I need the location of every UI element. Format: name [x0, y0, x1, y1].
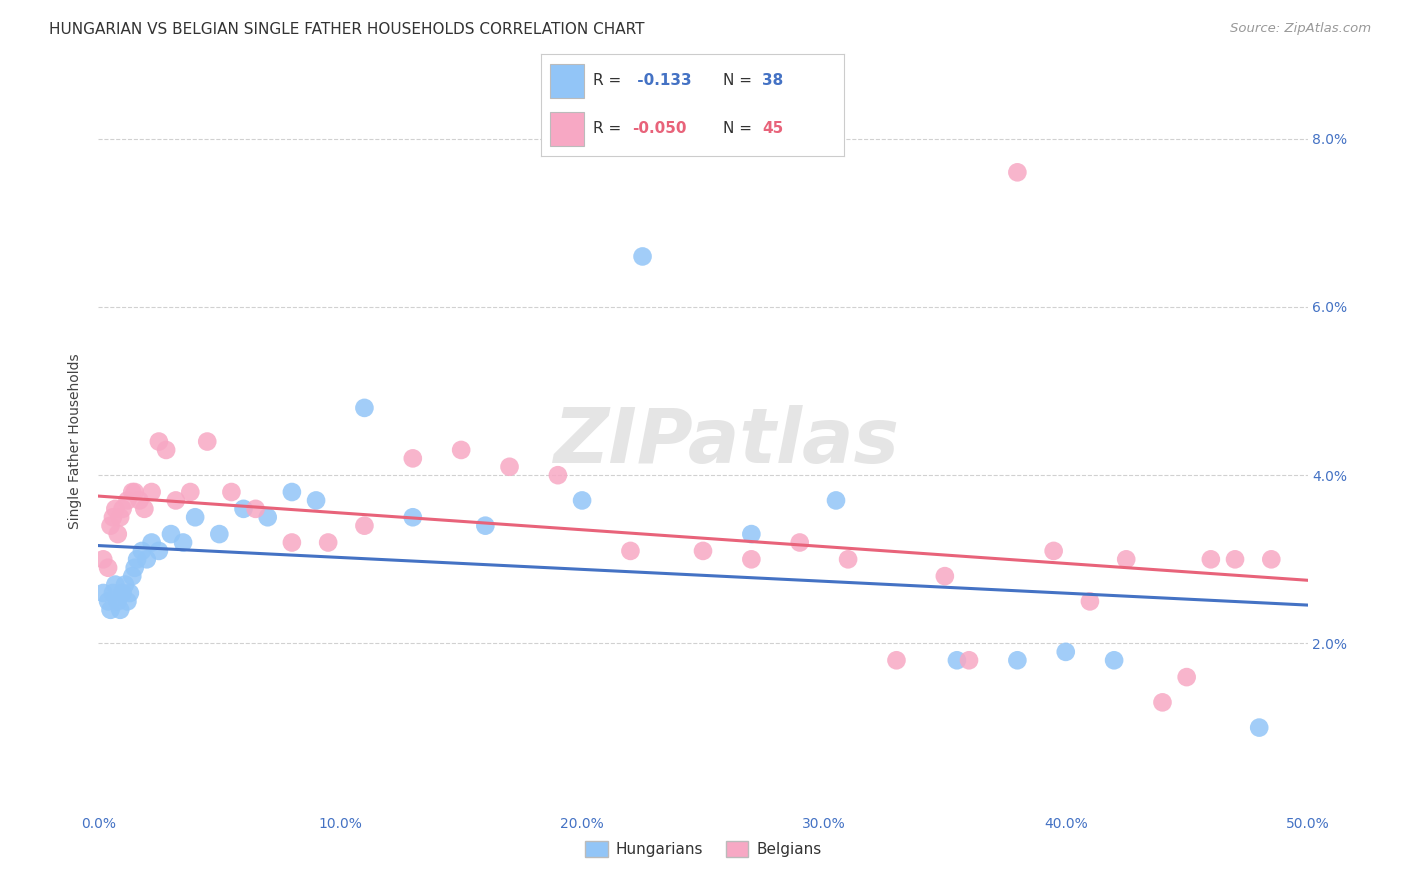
- Point: [402, 510, 425, 524]
- Point: [1115, 552, 1137, 566]
- Point: [316, 535, 339, 549]
- Point: [886, 653, 908, 667]
- Point: [825, 493, 848, 508]
- Point: [353, 401, 375, 415]
- Point: [957, 653, 980, 667]
- Text: R =: R =: [593, 121, 621, 136]
- Point: [104, 577, 127, 591]
- Point: [128, 493, 150, 508]
- Point: [547, 468, 569, 483]
- Point: [97, 560, 120, 574]
- Point: [91, 586, 114, 600]
- Point: [305, 493, 328, 508]
- Point: [837, 552, 859, 566]
- Point: [121, 569, 143, 583]
- Point: [111, 586, 134, 600]
- Legend: Hungarians, Belgians: Hungarians, Belgians: [578, 835, 828, 863]
- Point: [111, 501, 134, 516]
- Point: [631, 249, 654, 264]
- Point: [141, 485, 163, 500]
- Point: [281, 535, 304, 549]
- Point: [450, 442, 472, 457]
- Point: [124, 560, 146, 574]
- FancyBboxPatch shape: [550, 64, 583, 97]
- Point: [148, 434, 170, 449]
- FancyBboxPatch shape: [550, 112, 583, 145]
- Point: [117, 493, 139, 508]
- Point: [1199, 552, 1222, 566]
- Text: -0.050: -0.050: [633, 121, 686, 136]
- Point: [141, 535, 163, 549]
- Point: [221, 485, 243, 500]
- Point: [117, 594, 139, 608]
- Point: [172, 535, 194, 549]
- Point: [402, 451, 425, 466]
- Y-axis label: Single Father Households: Single Father Households: [69, 354, 83, 529]
- Point: [789, 535, 811, 549]
- Point: [104, 501, 127, 516]
- Point: [195, 434, 218, 449]
- Point: [107, 527, 129, 541]
- Point: [256, 510, 278, 524]
- Point: [1260, 552, 1282, 566]
- Text: R =: R =: [593, 73, 621, 88]
- Point: [127, 552, 149, 566]
- Point: [1249, 721, 1271, 735]
- Point: [148, 544, 170, 558]
- Point: [353, 518, 375, 533]
- Point: [100, 603, 122, 617]
- Point: [740, 552, 762, 566]
- Point: [498, 459, 520, 474]
- Point: [91, 552, 114, 566]
- Text: 45: 45: [762, 121, 783, 136]
- Point: [108, 603, 131, 617]
- Point: [165, 493, 187, 508]
- Point: [1175, 670, 1198, 684]
- Point: [1007, 165, 1029, 179]
- Point: [118, 586, 141, 600]
- Point: [946, 653, 969, 667]
- Text: -0.133: -0.133: [633, 73, 692, 88]
- Point: [160, 527, 183, 541]
- Point: [155, 442, 177, 457]
- Text: 38: 38: [762, 73, 783, 88]
- Point: [571, 493, 593, 508]
- Text: N =: N =: [723, 121, 752, 136]
- Text: Source: ZipAtlas.com: Source: ZipAtlas.com: [1230, 22, 1371, 36]
- Point: [124, 485, 146, 500]
- Point: [131, 544, 153, 558]
- Point: [474, 518, 496, 533]
- Point: [281, 485, 304, 500]
- Point: [97, 594, 120, 608]
- Point: [100, 518, 122, 533]
- Point: [245, 501, 267, 516]
- Point: [1042, 544, 1064, 558]
- Point: [1152, 695, 1174, 709]
- Point: [934, 569, 956, 583]
- Point: [114, 577, 136, 591]
- Point: [134, 501, 156, 516]
- Point: [1054, 645, 1077, 659]
- Point: [692, 544, 714, 558]
- Text: N =: N =: [723, 73, 752, 88]
- Point: [121, 485, 143, 500]
- Point: [101, 586, 124, 600]
- Point: [107, 594, 129, 608]
- Point: [108, 510, 131, 524]
- Point: [208, 527, 231, 541]
- Point: [1223, 552, 1246, 566]
- Point: [740, 527, 762, 541]
- Point: [1102, 653, 1125, 667]
- Point: [179, 485, 201, 500]
- Point: [184, 510, 207, 524]
- Point: [101, 510, 124, 524]
- Point: [232, 501, 254, 516]
- Point: [135, 552, 157, 566]
- Point: [1007, 653, 1029, 667]
- Text: HUNGARIAN VS BELGIAN SINGLE FATHER HOUSEHOLDS CORRELATION CHART: HUNGARIAN VS BELGIAN SINGLE FATHER HOUSE…: [49, 22, 645, 37]
- Point: [619, 544, 641, 558]
- Point: [1078, 594, 1101, 608]
- Text: ZIPatlas: ZIPatlas: [554, 405, 900, 478]
